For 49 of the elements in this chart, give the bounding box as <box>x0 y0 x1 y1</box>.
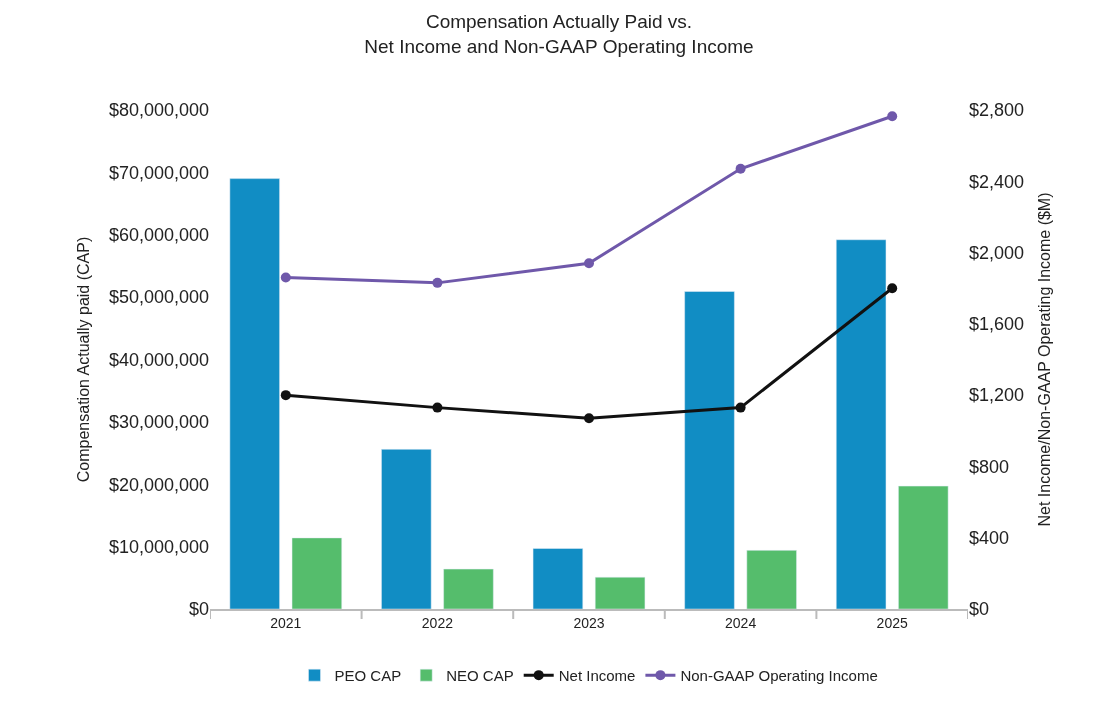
y-tick-label: $70,000,000 <box>108 162 209 183</box>
point <box>584 413 594 424</box>
y2-tick-label: $1,200 <box>969 385 1025 406</box>
point <box>887 283 898 294</box>
y2-tick-label: $1,600 <box>969 314 1025 335</box>
bar <box>291 537 342 609</box>
bar <box>836 239 887 609</box>
bar <box>229 178 280 609</box>
bar <box>684 291 735 609</box>
y2-tick-label: $2,800 <box>969 100 1025 121</box>
y2-tick-label: $800 <box>969 456 1010 477</box>
x-tick-label: 2024 <box>725 614 757 631</box>
y2-tick-label: $2,400 <box>969 171 1025 192</box>
y-tick-label: $0 <box>188 599 209 620</box>
point <box>584 258 594 269</box>
bar <box>746 550 797 609</box>
y-axis-title: Compensation Actually paid (CAP) <box>74 236 92 483</box>
y2-tick-label: $0 <box>969 599 990 620</box>
y-tick-label: $10,000,000 <box>108 536 209 557</box>
x-tick-label: 2025 <box>876 614 908 631</box>
point <box>735 163 746 174</box>
bar <box>898 485 949 609</box>
bar <box>381 449 432 609</box>
x-tick-label: 2023 <box>573 614 605 631</box>
bar <box>594 576 646 609</box>
legend-label: Net Income <box>558 667 636 684</box>
y-tick-label: $40,000,000 <box>108 349 209 370</box>
legend-label: PEO CAP <box>334 667 402 684</box>
legend-label: Non-GAAP Operating Income <box>680 667 878 684</box>
y-tick-label: $60,000,000 <box>108 225 209 246</box>
y2-tick-label: $400 <box>969 528 1010 549</box>
bar <box>532 548 584 609</box>
y2-tick-label: $2,000 <box>969 242 1025 263</box>
point <box>887 111 898 122</box>
point <box>280 390 291 401</box>
x-tick-label: 2021 <box>270 614 302 631</box>
x-tick-label: 2022 <box>421 614 454 631</box>
point <box>432 277 443 288</box>
chart-title: Compensation Actually Paid vs. Net Income and Non-GAAP Operating Income <box>364 11 754 58</box>
y-tick-label: $20,000,000 <box>108 474 209 495</box>
y2-axis-title: Net Income/Non-GAAP Operating Income ($M) <box>1035 192 1053 527</box>
y-tick-label: $80,000,000 <box>108 100 209 121</box>
point <box>280 272 291 283</box>
y-tick-label: $50,000,000 <box>108 287 209 308</box>
point <box>432 402 443 413</box>
bar <box>443 568 494 609</box>
legend-label: NEO CAP <box>446 667 514 684</box>
point <box>735 402 746 413</box>
y-tick-label: $30,000,000 <box>108 412 209 433</box>
